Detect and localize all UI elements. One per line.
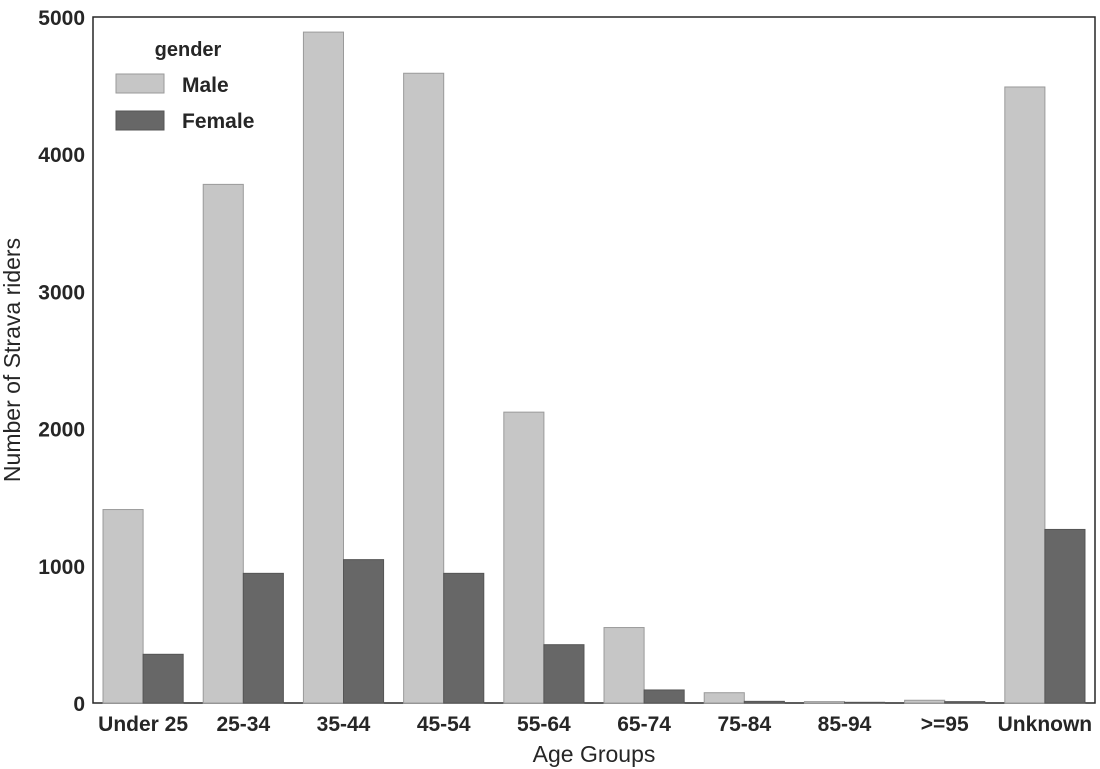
y-tick-label: 2000 bbox=[38, 419, 85, 442]
x-tick-label: 75-84 bbox=[717, 713, 771, 736]
bar-female-4 bbox=[543, 644, 585, 704]
bar-female-9 bbox=[1044, 528, 1086, 704]
bar-female-7 bbox=[844, 701, 886, 704]
y-tick-label: 0 bbox=[73, 693, 85, 716]
legend-swatch-male bbox=[115, 73, 165, 94]
y-axis-ticks: 0 1000 2000 3000 4000 5000 bbox=[38, 7, 85, 716]
legend-label-male: Male bbox=[182, 74, 229, 97]
x-tick-label: 45-54 bbox=[417, 713, 471, 736]
bar-male-4 bbox=[503, 411, 545, 704]
x-tick-label: 25-34 bbox=[216, 713, 270, 736]
x-tick-label: >=95 bbox=[921, 713, 969, 736]
bar-male-2 bbox=[302, 31, 345, 704]
bar-female-0 bbox=[142, 653, 184, 704]
x-tick-label: 55-64 bbox=[517, 713, 571, 736]
legend: gender Male Female bbox=[115, 39, 254, 133]
y-tick-label: 5000 bbox=[38, 7, 85, 30]
bar-male-6 bbox=[703, 692, 745, 704]
legend-swatch-female bbox=[115, 110, 165, 131]
y-tick-label: 3000 bbox=[38, 281, 85, 304]
bar-male-0 bbox=[102, 509, 144, 704]
x-tick-label: 35-44 bbox=[317, 713, 371, 736]
legend-label-female: Female bbox=[182, 110, 254, 133]
plot-frame bbox=[92, 16, 1096, 704]
bar-female-5 bbox=[643, 689, 685, 704]
bar-female-1 bbox=[242, 572, 284, 704]
y-axis-title: Number of Strava riders bbox=[0, 238, 25, 482]
bar-male-7 bbox=[803, 701, 845, 704]
bar-male-1 bbox=[202, 183, 244, 704]
bar-male-3 bbox=[403, 72, 445, 704]
bars-group bbox=[102, 31, 1086, 704]
x-axis-ticks: Under 25 25-34 35-44 45-54 55-64 65-74 75-84 85… bbox=[98, 713, 1092, 736]
x-tick-label: 85-94 bbox=[818, 713, 872, 736]
bar-female-8 bbox=[944, 701, 986, 704]
y-tick-label: 1000 bbox=[38, 556, 85, 579]
x-tick-label: Under 25 bbox=[98, 713, 188, 736]
bar-female-6 bbox=[743, 700, 785, 704]
y-tick-label: 4000 bbox=[38, 144, 85, 167]
bar-female-2 bbox=[343, 559, 385, 704]
x-tick-label: 65-74 bbox=[617, 713, 671, 736]
legend-title: gender bbox=[155, 39, 222, 61]
bar-male-9 bbox=[1004, 86, 1046, 704]
bar-male-8 bbox=[904, 699, 946, 704]
x-axis-title: Age Groups bbox=[533, 741, 656, 767]
bar-female-3 bbox=[443, 572, 485, 704]
x-tick-label: Unknown bbox=[998, 713, 1093, 736]
bar-male-5 bbox=[603, 627, 645, 704]
